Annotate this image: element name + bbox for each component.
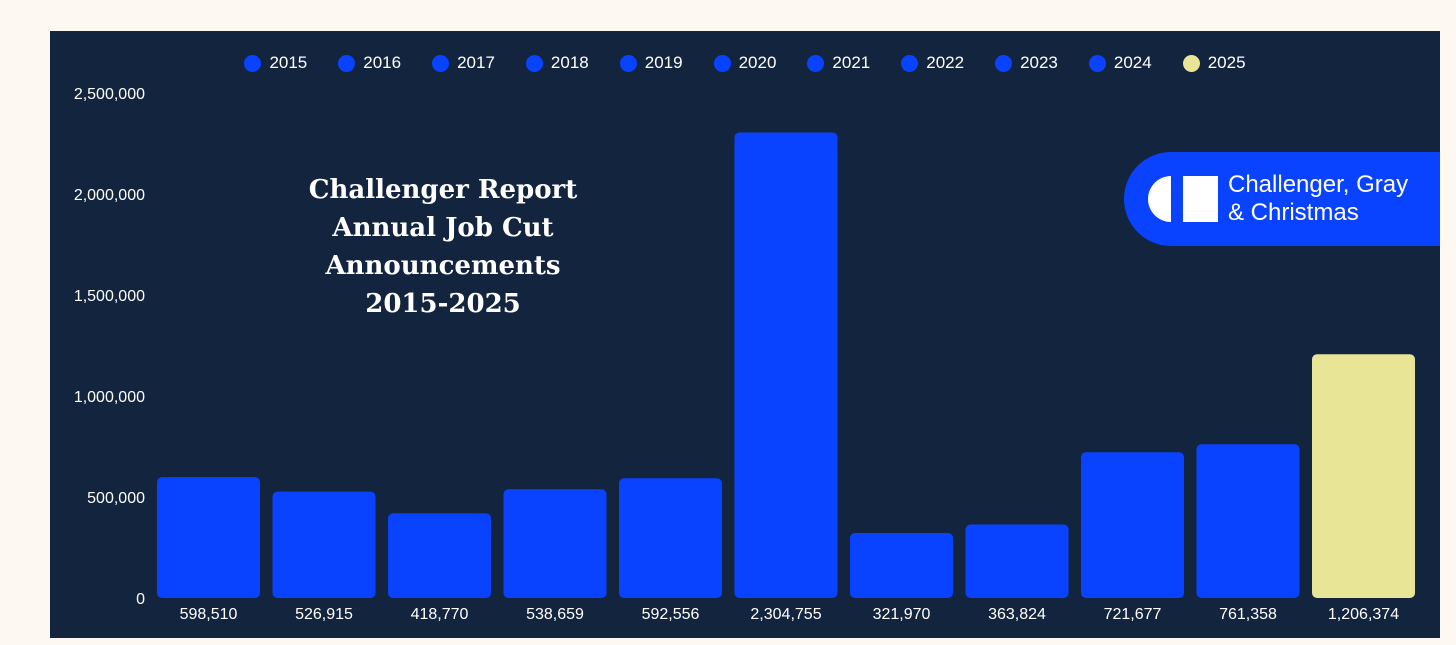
legend-item-2015[interactable]: 2015 bbox=[244, 53, 307, 73]
value-label-2017: 418,770 bbox=[411, 606, 469, 623]
legend-label: 2023 bbox=[1020, 53, 1058, 72]
chart-title-line: 2015-2025 bbox=[365, 289, 521, 319]
legend-item-2018[interactable]: 2018 bbox=[525, 53, 589, 73]
chart-title-line: Challenger Report bbox=[308, 175, 578, 205]
value-labels: 598,510 526,915 418,770 538,659 592,556 2,304… bbox=[180, 606, 1400, 623]
value-label-2018: 538,659 bbox=[526, 606, 584, 623]
bar-2024 bbox=[1196, 444, 1300, 598]
bar-2019 bbox=[619, 478, 722, 598]
value-label-2021: 321,970 bbox=[873, 606, 931, 623]
bar-2017 bbox=[388, 513, 491, 598]
bar-2025 bbox=[1312, 354, 1415, 598]
legend-swatch bbox=[338, 54, 356, 72]
legend-item-2025[interactable]: 2025 bbox=[1182, 53, 1246, 73]
legend-label: 2019 bbox=[644, 53, 683, 72]
value-label-2025: 1,206,374 bbox=[1328, 606, 1399, 623]
legend-item-2021[interactable]: 2021 bbox=[807, 53, 870, 73]
chart-panel: 0 500,000 1,000,000 1,500,000 2,000,000 2,500… bbox=[50, 31, 1440, 638]
y-axis: 0 500,000 1,000,000 1,500,000 2,000,000 2,500… bbox=[74, 86, 145, 608]
brand-name-line1: Challenger, Gray bbox=[1228, 171, 1409, 198]
brand-badge: Challenger, Gray & Christmas bbox=[1124, 152, 1440, 246]
brand-name-line2: & Christmas bbox=[1228, 199, 1359, 226]
legend-swatch bbox=[432, 54, 450, 72]
y-tick-label: 1,500,000 bbox=[74, 288, 145, 305]
brand-name: Challenger, Gray & Christmas bbox=[1228, 171, 1408, 227]
legend-swatch bbox=[1088, 54, 1106, 72]
legend-item-2016[interactable]: 2016 bbox=[338, 53, 401, 73]
y-tick-label: 1,000,000 bbox=[74, 389, 145, 406]
y-tick-label: 2,000,000 bbox=[74, 187, 145, 204]
chart-title-line: Annual Job Cut bbox=[332, 213, 554, 243]
y-tick-label: 500,000 bbox=[87, 490, 145, 507]
chart-title-line: Announcements bbox=[325, 251, 561, 281]
bar-2021 bbox=[850, 532, 953, 598]
value-label-2023: 721,677 bbox=[1104, 606, 1162, 623]
value-label-2019: 592,556 bbox=[642, 606, 700, 623]
bar-2023 bbox=[1081, 452, 1184, 598]
legend-item-2019[interactable]: 2019 bbox=[619, 53, 683, 73]
legend-swatch bbox=[807, 54, 825, 72]
legend-swatch bbox=[1182, 54, 1200, 72]
chart-title: Challenger Report Annual Job Cut Announc… bbox=[298, 171, 588, 323]
legend-item-2020[interactable]: 2020 bbox=[713, 53, 777, 73]
value-label-2015: 598,510 bbox=[180, 606, 238, 623]
y-tick-label: 0 bbox=[136, 591, 145, 608]
legend-item-2017[interactable]: 2017 bbox=[432, 53, 495, 73]
legend-label: 2024 bbox=[1113, 53, 1152, 72]
legend-label: 2018 bbox=[550, 53, 589, 72]
value-label-2020: 2,304,755 bbox=[750, 606, 821, 623]
value-label-2024: 761,358 bbox=[1219, 606, 1277, 623]
legend-swatch bbox=[619, 54, 637, 72]
bar-2015 bbox=[157, 477, 260, 598]
value-label-2016: 526,915 bbox=[295, 606, 353, 623]
brand-logo-icon bbox=[1148, 176, 1218, 222]
legend-item-2024[interactable]: 2024 bbox=[1088, 53, 1152, 73]
legend: 2015 2016 2017 2018 2019 2020 2021 2022 2023 2024… bbox=[50, 53, 1440, 73]
bars bbox=[157, 132, 1415, 598]
legend-swatch bbox=[713, 54, 731, 72]
legend-swatch bbox=[995, 54, 1013, 72]
legend-label: 2015 bbox=[269, 53, 308, 72]
legend-label: 2021 bbox=[832, 53, 871, 72]
bar-chart: 0 500,000 1,000,000 1,500,000 2,000,000 2,500… bbox=[74, 86, 1415, 623]
legend-label: 2016 bbox=[363, 53, 402, 72]
bar-2022 bbox=[965, 524, 1069, 598]
value-label-2022: 363,824 bbox=[988, 606, 1046, 623]
legend-swatch bbox=[901, 54, 919, 72]
legend-swatch bbox=[525, 54, 543, 72]
bar-2018 bbox=[503, 489, 607, 598]
bar-2016 bbox=[272, 491, 376, 598]
legend-item-2023[interactable]: 2023 bbox=[995, 53, 1058, 73]
legend-label: 2020 bbox=[738, 53, 777, 72]
legend-label: 2025 bbox=[1207, 53, 1246, 72]
bar-2020 bbox=[734, 132, 838, 598]
legend-label: 2017 bbox=[457, 53, 495, 72]
legend-label: 2022 bbox=[926, 53, 965, 72]
legend-swatch bbox=[244, 54, 262, 72]
y-tick-label: 2,500,000 bbox=[74, 86, 145, 103]
legend-item-2022[interactable]: 2022 bbox=[901, 53, 964, 73]
